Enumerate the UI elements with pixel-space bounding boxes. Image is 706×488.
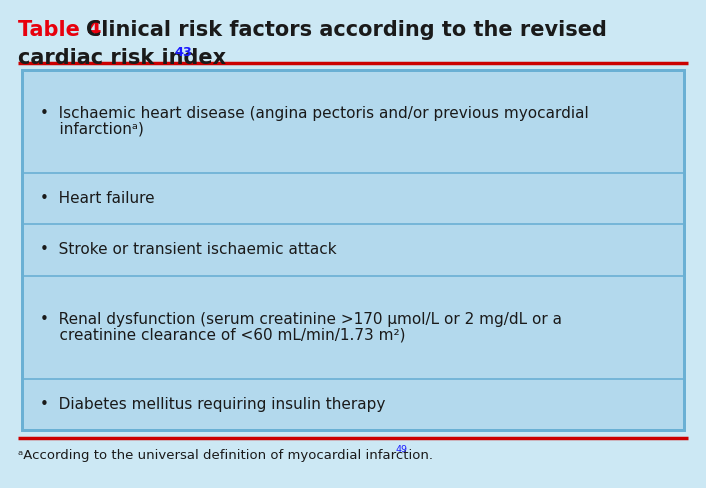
Text: creatinine clearance of <60 mL/min/1.73 m²): creatinine clearance of <60 mL/min/1.73 … — [40, 327, 405, 343]
Text: ᵃAccording to the universal definition of myocardial infarction.: ᵃAccording to the universal definition o… — [18, 448, 433, 462]
Text: Table 4: Table 4 — [18, 20, 102, 40]
Text: 49: 49 — [396, 446, 408, 454]
Text: •  Renal dysfunction (serum creatinine >170 μmol/L or 2 mg/dL or a: • Renal dysfunction (serum creatinine >1… — [40, 312, 562, 326]
Text: cardiac risk index: cardiac risk index — [18, 48, 226, 68]
Text: infarctionᵃ): infarctionᵃ) — [40, 122, 144, 137]
Text: 43: 43 — [174, 46, 192, 59]
Text: Clinical risk factors according to the revised: Clinical risk factors according to the r… — [86, 20, 607, 40]
Bar — [22, 70, 684, 430]
Text: •  Stroke or transient ischaemic attack: • Stroke or transient ischaemic attack — [40, 243, 337, 258]
Text: •  Ischaemic heart disease (angina pectoris and/or previous myocardial: • Ischaemic heart disease (angina pector… — [40, 106, 589, 121]
Text: •  Diabetes mellitus requiring insulin therapy: • Diabetes mellitus requiring insulin th… — [40, 397, 385, 412]
Text: •  Heart failure: • Heart failure — [40, 191, 155, 206]
Bar — [22, 70, 684, 430]
